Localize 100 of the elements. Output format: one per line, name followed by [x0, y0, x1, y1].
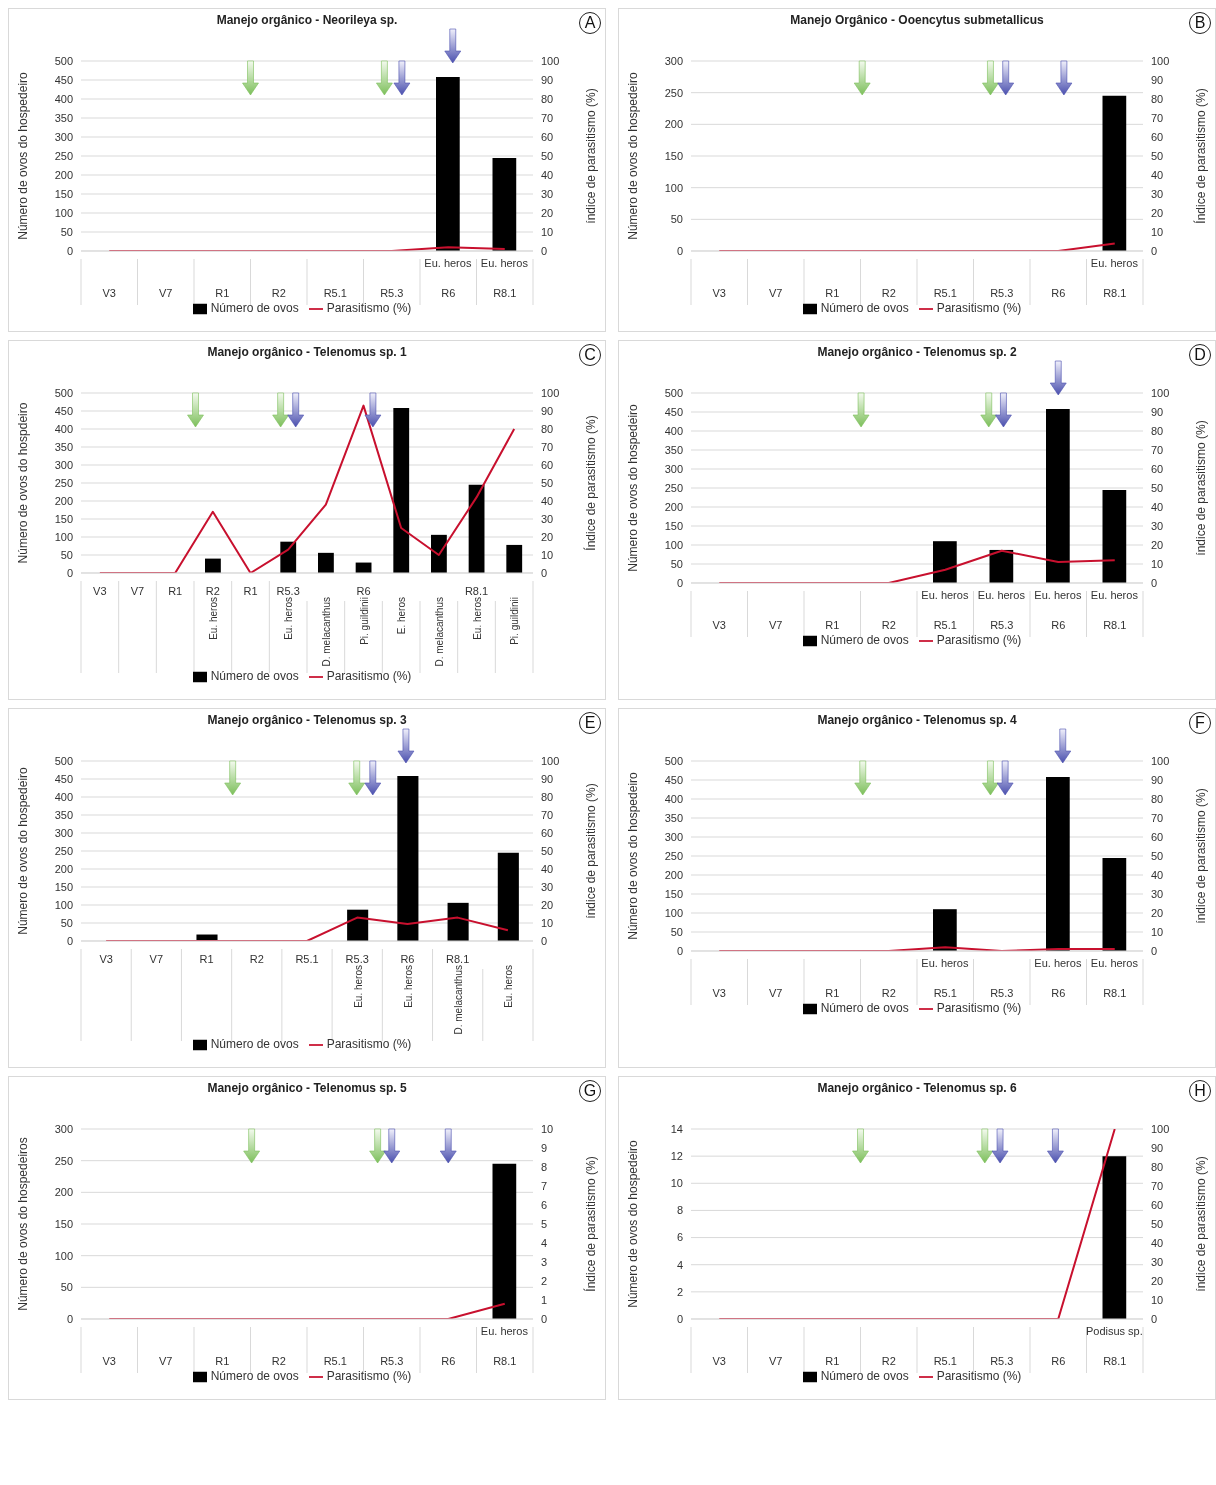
- y2-tick-label: 60: [1151, 462, 1164, 475]
- y-tick-label: 10: [670, 1177, 683, 1190]
- legend-label: Parasitismo (%): [326, 1037, 412, 1051]
- x-tick-label: R5.3: [345, 953, 369, 965]
- y-tick-label: 500: [664, 754, 683, 767]
- x-tick-label: R6: [400, 953, 415, 965]
- y2-tick-label: 80: [1151, 92, 1164, 105]
- y-tick-label: 0: [676, 244, 683, 257]
- x-tick-label: R5.3: [380, 1355, 404, 1367]
- y2-tick-label: 20: [541, 898, 554, 911]
- y-tick-label: 250: [664, 849, 683, 862]
- y-tick-label: 400: [664, 424, 683, 437]
- y2-tick-label: 8: [541, 1160, 548, 1173]
- y-tick-label: 250: [54, 476, 73, 489]
- data-label: Eu. heros: [1090, 957, 1139, 969]
- text: C: [579, 344, 601, 366]
- y2-tick-label: 40: [1151, 168, 1164, 181]
- y2-tick-label: 30: [1151, 519, 1164, 532]
- x-tick-label: R1: [168, 585, 183, 597]
- x-tick-label: R6: [1051, 987, 1066, 999]
- x-tick-label: R6: [441, 287, 456, 299]
- y2-tick-label: 70: [541, 440, 554, 453]
- chart-title: Manejo Orgânico - Ooencytus submetallicus: [790, 13, 1044, 27]
- legend-label: Número de ovos: [210, 301, 299, 315]
- y2-tick-label: 10: [1151, 557, 1164, 570]
- y2-tick-label: 1: [541, 1293, 548, 1306]
- y2-tick-label: 10: [1151, 925, 1164, 938]
- x-tick-label: V7: [159, 1355, 173, 1367]
- x-tick-label: V7: [769, 987, 783, 999]
- y-tick-label: 150: [664, 887, 683, 900]
- x-tick-label: R8.1: [1103, 287, 1127, 299]
- y-tick-label: 0: [676, 1312, 683, 1325]
- legend-label: Número de ovos: [820, 1369, 909, 1383]
- data-label: E. heros: [396, 597, 408, 635]
- y2-tick-label: 90: [1151, 773, 1164, 786]
- x-tick-label: R6: [1051, 287, 1066, 299]
- y-tick-label: 250: [664, 86, 683, 99]
- y2-tick-label: 80: [541, 422, 554, 435]
- y2-tick-label: 60: [541, 458, 554, 471]
- y-tick-label: 500: [54, 386, 73, 399]
- y-tick-label: 350: [54, 808, 73, 821]
- y2-tick-label: 30: [541, 187, 554, 200]
- x-tick-label: R6: [1051, 1355, 1066, 1367]
- y-tick-label: 450: [664, 773, 683, 786]
- bar: [393, 408, 410, 573]
- x-tick-label: V3: [93, 585, 107, 597]
- x-tick-label: V3: [712, 987, 726, 999]
- x-tick-label: R5.3: [276, 585, 300, 597]
- y-tick-label: 300: [54, 130, 73, 143]
- legend-label: Parasitismo (%): [326, 1369, 412, 1383]
- y-tick-label: 200: [54, 168, 73, 181]
- y-tick-label: 400: [54, 92, 73, 105]
- y2-tick-label: 4: [541, 1236, 548, 1249]
- y-tick-label: 200: [54, 1186, 73, 1199]
- legend-label: Número de ovos: [210, 1037, 299, 1051]
- legend-label: Parasitismo (%): [936, 1001, 1022, 1015]
- x-tick-label: V3: [99, 953, 113, 965]
- y-axis-title: Número de ovos do hospedeiro: [626, 71, 641, 240]
- x-tick-label: R2: [271, 1355, 286, 1367]
- y-tick-label: 50: [60, 916, 73, 929]
- data-label: D. melacanthus: [320, 597, 332, 667]
- chart-title: Manejo orgânico - Neorileya sp.: [216, 13, 398, 27]
- y-tick-label: 100: [54, 530, 73, 543]
- x-tick-label: R5.3: [380, 287, 404, 299]
- y-tick-label: 300: [664, 830, 683, 843]
- y-axis-title: Número de ovos do hospedeiro: [626, 403, 641, 572]
- y-tick-label: 150: [664, 519, 683, 532]
- y2-tick-label: 20: [541, 206, 554, 219]
- data-label: Eu. heros: [1034, 589, 1082, 601]
- data-label: Pi. guildinii: [358, 597, 370, 645]
- y2-tick-label: 6: [541, 1198, 548, 1211]
- y2-tick-label: 40: [1151, 1236, 1164, 1249]
- y-tick-label: 0: [66, 934, 73, 947]
- y-tick-label: 100: [54, 898, 73, 911]
- y2-tick-label: 40: [541, 862, 554, 875]
- y2-tick-label: 100: [1151, 1122, 1170, 1135]
- x-tick-label: R2: [205, 585, 220, 597]
- y-tick-label: 350: [664, 443, 683, 456]
- y2-tick-label: 0: [1151, 576, 1158, 589]
- y-tick-label: 6: [676, 1231, 683, 1244]
- y-axis-title: Número de ovos do hospedeiro: [16, 71, 31, 240]
- y2-tick-label: 70: [1151, 443, 1164, 456]
- y2-tick-label: 50: [1151, 849, 1164, 862]
- y-tick-label: 450: [664, 405, 683, 418]
- x-tick-label: R2: [249, 953, 264, 965]
- data-label: Eu. heros: [503, 965, 515, 1008]
- y2-tick-label: 100: [1151, 386, 1170, 399]
- legend-label: Parasitismo (%): [936, 301, 1022, 315]
- x-tick-label: R1: [215, 1355, 230, 1367]
- text: F: [1189, 712, 1211, 734]
- y2-tick-label: 0: [1151, 944, 1158, 957]
- y2-tick-label: 40: [541, 168, 554, 181]
- y-tick-label: 14: [670, 1122, 683, 1135]
- x-tick-label: R8.1: [464, 585, 489, 597]
- y2-tick-label: 20: [1151, 206, 1164, 219]
- y2-tick-label: 80: [1151, 1160, 1164, 1173]
- x-tick-label: R5.1: [323, 287, 347, 299]
- y2-axis-title: índice de parasitismo (%): [1194, 420, 1209, 556]
- x-tick-label: R2: [881, 987, 896, 999]
- data-label: Eu. heros: [480, 257, 529, 269]
